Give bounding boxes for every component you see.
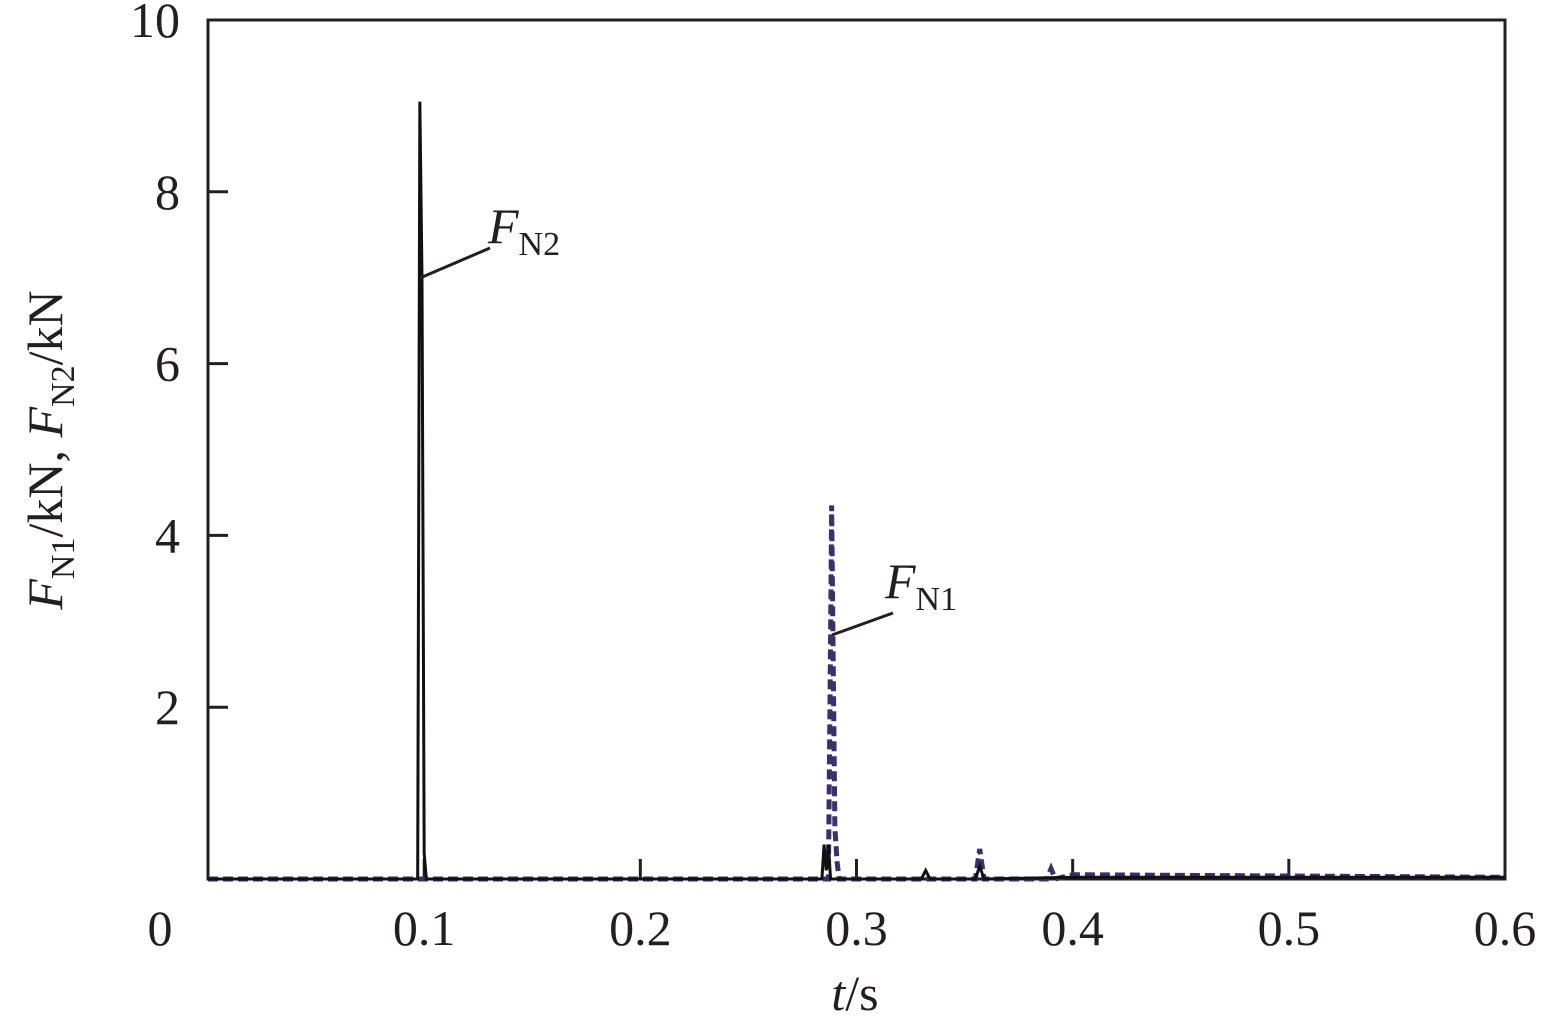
leader-line (831, 611, 894, 637)
series-annotation: FN2​ (487, 198, 560, 263)
y-axis-label: FN1​/kN, FN2​/kN (17, 290, 82, 610)
series-line (208, 505, 1506, 882)
y-tick-label: 4 (155, 507, 180, 563)
x-tick-label: 0.5 (1258, 900, 1321, 956)
y-tick-label: 10 (130, 0, 180, 48)
x-tick-label: 0.3 (825, 900, 888, 956)
series-annotation: FN1​ (884, 553, 957, 618)
y-tick-label: 6 (155, 336, 180, 392)
x-tick-label: 0.1 (393, 900, 456, 956)
series-line (208, 101, 1505, 881)
plot-frame (206, 18, 1507, 881)
leader-line (419, 246, 491, 280)
x-tick-label: 0.4 (1041, 900, 1104, 956)
x-tick-label: 0.2 (609, 900, 672, 956)
y-tick-label: 2 (155, 679, 180, 735)
x-tick-label: 0.6 (1474, 900, 1537, 956)
x-tick-label: 0 (148, 900, 173, 956)
x-axis-label: t/s (831, 965, 878, 1021)
y-tick-label: 8 (155, 164, 180, 220)
